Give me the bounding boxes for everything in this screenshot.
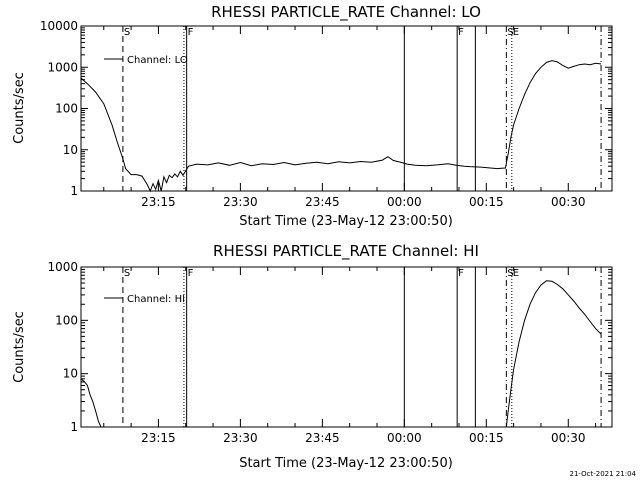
y-tick-label: 1000 [47, 260, 78, 274]
x-tick-label: 23:15 [141, 431, 176, 445]
event-marker-label: S [124, 27, 130, 38]
event-marker-label: E [513, 268, 519, 279]
chart-title: RHESSI PARTICLE_RATE Channel: HI [213, 242, 479, 261]
chart-title: RHESSI PARTICLE_RATE Channel: LO [211, 3, 481, 22]
tick-group: 1 10 100 1000 23:15 23:30 23:45 00:00 00:15 00:30 [47, 260, 612, 445]
footer-timestamp: 21-Oct-2021 21:04 [570, 470, 637, 478]
panel-lo: RHESSI PARTICLE_RATE Channel: LO Start T… [12, 3, 613, 229]
x-tick-label: 00:15 [469, 195, 504, 209]
series-line [80, 60, 602, 193]
x-tick-label: 00:15 [469, 431, 504, 445]
y-tick-label: 100 [55, 102, 78, 116]
x-tick-label: 00:30 [551, 431, 586, 445]
x-tick-label: 23:45 [305, 431, 340, 445]
series-group [80, 60, 602, 193]
y-tick-label: 10 [63, 143, 78, 157]
event-marker-label: F [458, 27, 464, 38]
legend: Channel: LO [104, 55, 188, 66]
x-tick-label: 00:30 [551, 195, 586, 209]
y-tick-label: 10000 [40, 19, 78, 33]
y-tick-label: 1000 [47, 60, 78, 74]
x-tick-label: 23:15 [141, 195, 176, 209]
event-marker-label: E [513, 27, 519, 38]
event-marker-label: S [124, 268, 130, 279]
x-axis-label: Start Time (23-May-12 23:00:50) [239, 456, 453, 471]
legend: Channel: HI [104, 294, 185, 305]
y-tick-label: 1 [70, 420, 78, 434]
plot-frame [80, 25, 613, 192]
plot-frame [80, 266, 613, 428]
series-line [80, 280, 602, 428]
legend-label: Channel: HI [127, 294, 185, 305]
y-tick-label: 10 [63, 367, 78, 381]
x-tick-label: 00:00 [387, 195, 422, 209]
tick-group: 1 10 100 1000 10000 23:15 23:30 23:45 00:00 00:15… [40, 19, 612, 209]
y-axis-label: Counts/sec [12, 72, 27, 144]
event-marker-label: F [188, 268, 194, 279]
x-axis-label: Start Time (23-May-12 23:00:50) [239, 214, 453, 229]
x-tick-label: 23:30 [223, 431, 258, 445]
event-marker-label: F [458, 268, 464, 279]
event-marker-label: S [507, 268, 513, 279]
y-tick-label: 1 [70, 184, 78, 198]
panel-hi: RHESSI PARTICLE_RATE Channel: HI Start T… [12, 242, 613, 471]
series-group [80, 280, 602, 428]
x-tick-label: 23:45 [305, 195, 340, 209]
x-tick-label: 23:30 [223, 195, 258, 209]
y-tick-label: 100 [55, 313, 78, 327]
y-axis-label: Counts/sec [12, 311, 27, 383]
marker-group [122, 26, 602, 191]
legend-label: Channel: LO [127, 55, 188, 66]
marker-group [122, 267, 602, 427]
x-tick-label: 00:00 [387, 431, 422, 445]
event-marker-label: S [507, 27, 513, 38]
event-marker-label: F [188, 27, 194, 38]
